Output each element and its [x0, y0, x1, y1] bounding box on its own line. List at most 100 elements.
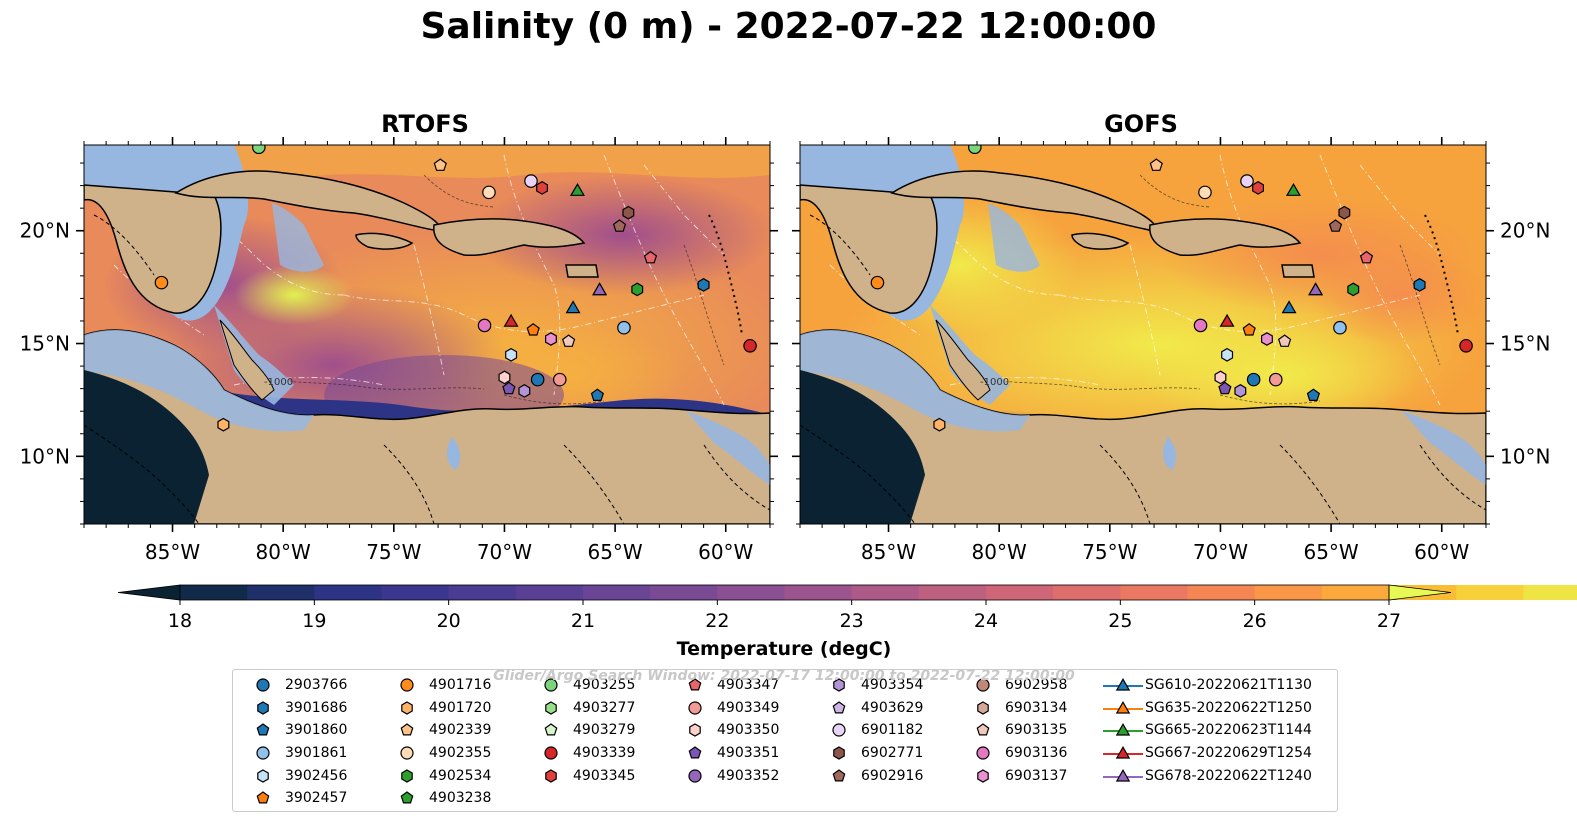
legend-entry: 4903629 [817, 697, 923, 720]
colorbar-segment [784, 585, 853, 600]
legend-entry: 4903238 [385, 787, 491, 810]
lat-tick-label: 20°N [1500, 219, 1550, 243]
legend-label: 6903134 [1005, 699, 1068, 716]
lon-tick-label: 65°W [1303, 540, 1358, 564]
obs-marker-SG665-20220623T1144 [569, 183, 585, 196]
colorbar-segment [717, 585, 785, 600]
colorbar-segment [1321, 585, 1390, 600]
lon-tick-label: 80°W [972, 540, 1027, 564]
legend-label: 6903135 [1005, 722, 1068, 739]
legend-entry: 2903766 [241, 674, 347, 697]
legend-column: SG610-20220621T1130 SG635-20220622T1250 SG… [1101, 674, 1312, 787]
legend-entry: 4903277 [529, 697, 635, 720]
legend-marker [977, 701, 989, 715]
lon-tick-label: 70°W [1193, 540, 1248, 564]
map-frame [83, 144, 771, 525]
triangle-marker-icon [1101, 720, 1145, 740]
legend-marker [1115, 700, 1131, 714]
pentagon-marker-icon [241, 720, 285, 740]
legend-entry: 6901182 [817, 719, 923, 742]
pentagon-marker-icon [673, 743, 717, 763]
circle-marker-icon [241, 743, 285, 763]
legend-label: 6901182 [861, 722, 924, 739]
obs-marker-SG667-20220629T1254 [503, 313, 519, 327]
legend-label: 6903137 [1005, 767, 1068, 784]
pentagon-marker-icon [385, 720, 429, 740]
legend-label: 3901860 [285, 722, 348, 739]
legend-column: 2903766 3901686 3901860 3901861 3902456 39024… [241, 674, 347, 810]
legend-marker [544, 723, 558, 736]
hexagon-marker-icon [961, 698, 1005, 718]
legend-entry: 4901716 [385, 674, 491, 697]
legend-entry: 4903255 [529, 674, 635, 697]
lon-tick-label: 75°W [1082, 540, 1137, 564]
legend-marker [832, 723, 846, 738]
legend-label: SG667-20220629T1254 [1145, 745, 1312, 762]
obs-marker-3901686 [697, 278, 710, 292]
legend-marker [400, 723, 414, 736]
legend-column: 6902958 6903134 6903135 6903136 6903137 [961, 674, 1067, 787]
legend-label: 4903345 [573, 767, 636, 784]
legend-marker [688, 678, 702, 691]
legend-marker [400, 746, 414, 760]
colorbar-tick-label: 24 [974, 610, 998, 632]
legend-label: 4903279 [573, 722, 636, 739]
legend-label: 6902916 [861, 767, 924, 784]
map-panel-rtofs: -1000 85°W 80°W 75°W 70°W 65°W 60°W 20°N 15°N 10°… [20, 137, 778, 564]
colorbar-segment [1523, 585, 1577, 600]
legend-label: SG678-20220622T1240 [1145, 767, 1312, 784]
hexagon-marker-icon [241, 766, 285, 786]
panel-title-rtofs: RTOFS [381, 110, 469, 138]
obs-marker-4903349 [552, 372, 567, 387]
circle-marker-icon [673, 766, 717, 786]
legend-label: 3901861 [285, 745, 348, 762]
legend-marker [689, 723, 701, 738]
obs-marker-6902916 [612, 219, 627, 232]
legend-marker [256, 678, 270, 692]
legend-label: 4902355 [429, 745, 492, 762]
legend-column: 4903255 4903277 4903279 4903339 4903345 [529, 674, 635, 787]
lon-tick-label: 65°W [587, 540, 642, 564]
obs-marker-3902457 [526, 323, 540, 336]
obs-marker-6903136 [477, 318, 492, 333]
obs-marker-4903347 [1359, 250, 1374, 264]
pentagon-marker-icon [817, 698, 861, 718]
legend-marker [1115, 746, 1131, 759]
obs-marker-SG667-20220629T1254 [1219, 313, 1235, 327]
observation-markers [870, 145, 1473, 432]
colorbar-segment [247, 585, 315, 600]
legend-label: 6903136 [1005, 745, 1068, 762]
circle-marker-icon [241, 675, 285, 695]
legend-marker [256, 723, 270, 736]
legend-label: 4903629 [861, 699, 924, 716]
lat-tick-label: 10°N [20, 444, 70, 468]
obs-marker-4903351 [502, 381, 516, 395]
triangle-marker-icon [1101, 743, 1145, 763]
pentagon-marker-icon [241, 788, 285, 808]
legend-marker [545, 701, 557, 715]
circle-marker-icon [961, 675, 1005, 695]
obs-marker-4902534 [1347, 282, 1360, 297]
obs-marker-6901182 [524, 174, 538, 188]
legend-marker [688, 769, 702, 783]
obs-marker-6903137 [544, 332, 557, 346]
legend-label: 4903347 [717, 677, 780, 694]
legend-marker [833, 746, 845, 760]
legend-column: 4903354 4903629 6901182 6902771 6902916 [817, 674, 923, 787]
legend-entry: 4903352 [673, 764, 779, 787]
isobath-label: -1000 [980, 377, 1009, 388]
legend-marker [1115, 768, 1131, 782]
legend-marker [544, 746, 558, 760]
legend-label: 4902339 [429, 722, 492, 739]
legend-entry: 6902771 [817, 742, 923, 765]
colorbar-segment [180, 585, 248, 600]
lon-tick-label: 70°W [477, 540, 532, 564]
pentagon-marker-icon [961, 720, 1005, 740]
map-panel-gofs: -1000 85°W 80°W 75°W 70°W 65°W 60°W 20°N 15°N 10°… [792, 137, 1550, 564]
obs-marker-4903350 [498, 370, 511, 385]
colorbar-segment [650, 585, 718, 600]
obs-marker-SG665-20220623T1144 [1285, 183, 1301, 196]
legend-label: 4902534 [429, 767, 492, 784]
lat-tick-label: 15°N [20, 332, 70, 356]
legend-marker [976, 678, 990, 692]
